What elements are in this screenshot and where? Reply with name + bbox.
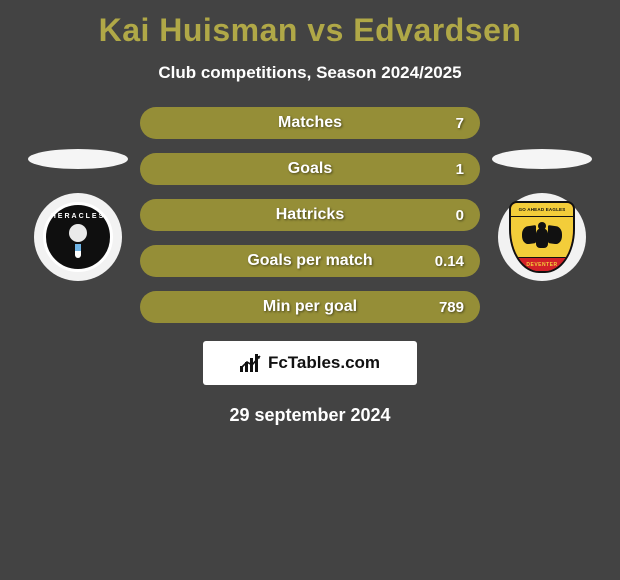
- stat-row: Goals per match 0.14: [140, 245, 480, 277]
- heracles-badge-icon: HERACLES: [43, 202, 113, 272]
- stat-value: 789: [439, 299, 464, 316]
- brand-text: FcTables.com: [268, 353, 380, 373]
- stat-value: 1: [456, 161, 464, 178]
- left-club-name: HERACLES: [51, 213, 106, 220]
- stat-label: Min per goal: [263, 298, 357, 316]
- eagle-icon: [522, 222, 562, 252]
- stat-value: 0.14: [435, 253, 464, 270]
- bar-chart-icon: [240, 354, 262, 372]
- stat-row: Hattricks 0: [140, 199, 480, 231]
- comparison-row: HERACLES Matches 7 Goals 1 Hattricks 0 G…: [0, 107, 620, 323]
- stat-label: Hattricks: [276, 206, 344, 224]
- right-player-col: GO AHEAD EAGLES DEVENTER: [482, 149, 602, 281]
- stat-label: Goals: [288, 160, 332, 178]
- subtitle: Club competitions, Season 2024/2025: [158, 63, 461, 83]
- stat-row: Min per goal 789: [140, 291, 480, 323]
- go-ahead-eagles-badge-icon: GO AHEAD EAGLES DEVENTER: [509, 201, 575, 273]
- stat-row: Matches 7: [140, 107, 480, 139]
- stat-value: 7: [456, 115, 464, 132]
- stat-label: Matches: [278, 114, 342, 132]
- left-club-crest: HERACLES: [34, 193, 122, 281]
- brand-badge: FcTables.com: [203, 341, 417, 385]
- stat-value: 0: [456, 207, 464, 224]
- left-player-avatar-placeholder: [28, 149, 128, 169]
- stats-column: Matches 7 Goals 1 Hattricks 0 Goals per …: [138, 107, 482, 323]
- left-player-col: HERACLES: [18, 149, 138, 281]
- right-club-crest: GO AHEAD EAGLES DEVENTER: [498, 193, 586, 281]
- right-club-bottom-text: DEVENTER: [526, 262, 557, 268]
- right-club-top-text: GO AHEAD EAGLES: [519, 207, 566, 212]
- page-title: Kai Huisman vs Edvardsen: [99, 12, 522, 49]
- stat-row: Goals 1: [140, 153, 480, 185]
- date-text: 29 september 2024: [229, 405, 390, 426]
- right-player-avatar-placeholder: [492, 149, 592, 169]
- stat-label: Goals per match: [247, 252, 372, 270]
